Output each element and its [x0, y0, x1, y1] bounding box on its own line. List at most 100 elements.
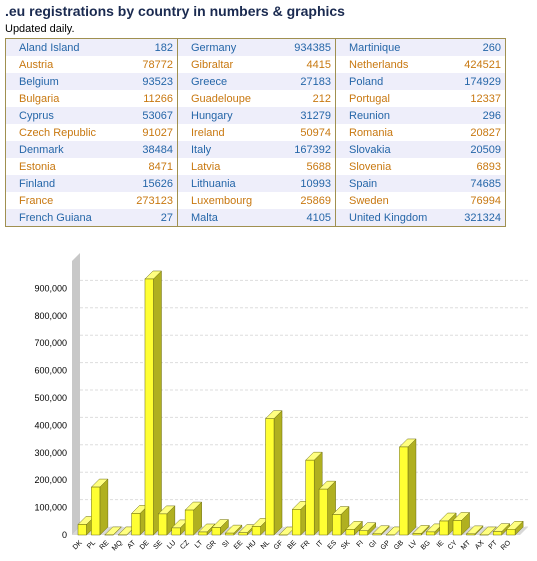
x-tick-label: GP — [380, 539, 392, 551]
x-tick-label: LT — [194, 539, 205, 550]
y-tick-label: 400,000 — [34, 420, 67, 430]
count-cell: 27183 — [283, 73, 336, 90]
table-row: Bulgaria 11266 Guadeloupe 212 Portugal 12337 — [5, 90, 506, 107]
bar — [251, 526, 261, 536]
x-tick-label: PL — [86, 539, 97, 550]
table-row: Cyprus 53067 Hungary 31279 Reunion 296 — [5, 107, 506, 124]
count-cell: 167392 — [283, 141, 336, 158]
country-cell: Ireland — [177, 124, 283, 141]
bar — [492, 531, 502, 536]
country-cell: Denmark — [5, 141, 123, 158]
x-tick-label: SE — [152, 539, 164, 551]
bar — [412, 533, 422, 536]
country-cell: Poland — [335, 73, 449, 90]
bar — [372, 533, 382, 536]
bar — [345, 529, 355, 536]
country-cell: United Kingdom — [335, 209, 449, 227]
count-cell: 93523 — [123, 73, 178, 90]
country-cell: Portugal — [335, 90, 449, 107]
table-row: Finland 15626 Lithuania 10993 Spain 74685 — [5, 175, 506, 192]
bar — [318, 488, 328, 536]
count-cell: 321324 — [449, 209, 506, 227]
bar — [91, 486, 101, 536]
country-cell: Luxembourg — [177, 192, 283, 209]
x-tick-label: NL — [260, 539, 271, 550]
bar — [265, 418, 275, 536]
count-cell: 4105 — [283, 209, 336, 227]
bar — [305, 459, 315, 536]
country-cell: Germany — [177, 38, 283, 56]
x-tick-label: LU — [166, 539, 177, 550]
table-row: Denmark 38484 Italy 167392 Slovakia 20509 — [5, 141, 506, 158]
y-tick-label: 700,000 — [34, 338, 67, 348]
y-tick-label: 500,000 — [34, 393, 67, 403]
count-cell: 212 — [283, 90, 336, 107]
x-tick-label: MQ — [111, 539, 124, 552]
y-tick-label: 600,000 — [34, 366, 67, 376]
subtitle: Updated daily. — [5, 23, 75, 35]
x-tick-label: PT — [488, 539, 500, 551]
x-tick-label: FR — [300, 539, 312, 551]
bar — [158, 513, 168, 536]
x-tick-label: FI — [356, 539, 365, 548]
x-tick-label: SI — [221, 539, 231, 549]
country-cell: Lithuania — [177, 175, 283, 192]
y-tick-label: 100,000 — [34, 503, 67, 513]
x-tick-label: GI — [368, 539, 378, 549]
bar — [399, 446, 409, 536]
count-cell: 15626 — [123, 175, 178, 192]
registrations-table: Aland Island 182 Germany 934385 Martinique 26… — [5, 38, 506, 227]
count-cell: 53067 — [123, 107, 178, 124]
bar — [332, 514, 342, 536]
x-tick-label: CY — [447, 539, 459, 551]
x-tick-label: ES — [327, 539, 339, 551]
count-cell: 31279 — [283, 107, 336, 124]
count-cell: 74685 — [449, 175, 506, 192]
count-cell: 182 — [123, 38, 178, 56]
table-row: Estonia 8471 Latvia 5688 Slovenia 6893 — [5, 158, 506, 175]
bar — [425, 531, 435, 536]
country-cell: Reunion — [335, 107, 449, 124]
y-tick-label: 0 — [62, 530, 67, 540]
country-cell: Guadeloupe — [177, 90, 283, 107]
country-cell: Slovakia — [335, 141, 449, 158]
table-row: French Guiana 27 Malta 4105 United Kingdom 32… — [5, 209, 506, 227]
table-row: Aland Island 182 Germany 934385 Martinique 26… — [5, 38, 506, 56]
count-cell: 424521 — [449, 56, 506, 73]
count-cell: 11266 — [123, 90, 178, 107]
y-tick-label: 900,000 — [34, 283, 67, 293]
bar-side — [273, 410, 283, 536]
chart: 0 100,000 200,000 300,000 400,000 500,000 600,… — [34, 253, 528, 552]
country-cell: Austria — [5, 56, 123, 73]
bar — [131, 513, 141, 536]
title: .eu registrations by country in numbers … — [5, 3, 345, 19]
country-cell: Hungary — [177, 107, 283, 124]
bar — [466, 533, 476, 536]
bar-side — [153, 270, 162, 536]
x-tick-label: CZ — [179, 539, 191, 551]
x-tick-label: DE — [139, 539, 151, 551]
x-tick-label: LV — [408, 539, 419, 550]
count-cell: 10993 — [283, 175, 336, 192]
country-cell: Martinique — [335, 38, 449, 56]
x-tick-label: GR — [205, 539, 217, 551]
country-cell: Latvia — [177, 158, 283, 175]
count-cell: 273123 — [123, 192, 178, 209]
x-tick-label: RO — [500, 539, 513, 552]
bar-side — [407, 438, 417, 536]
y-tick-label: 200,000 — [34, 475, 67, 485]
bar — [238, 532, 248, 536]
bar — [359, 530, 369, 536]
bar — [184, 509, 194, 536]
bar — [211, 527, 221, 536]
x-tick-label: AT — [126, 539, 137, 550]
x-tick-label: HU — [246, 539, 258, 551]
bar — [506, 529, 516, 536]
country-cell: Spain — [335, 175, 449, 192]
country-cell: France — [5, 192, 123, 209]
count-cell: 20827 — [449, 124, 506, 141]
count-cell: 260 — [449, 38, 506, 56]
country-cell: Netherlands — [335, 56, 449, 73]
count-cell: 174929 — [449, 73, 506, 90]
